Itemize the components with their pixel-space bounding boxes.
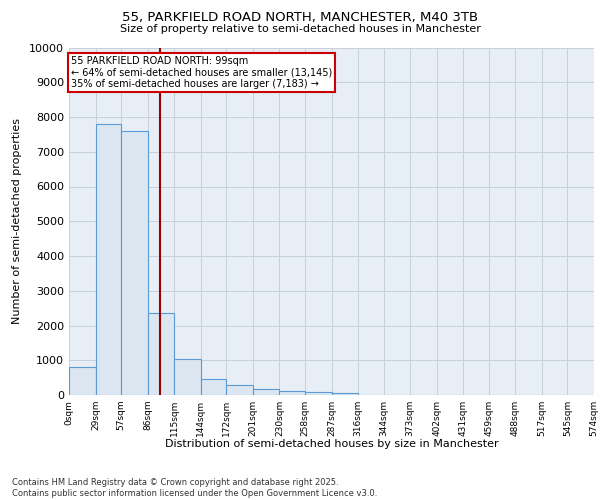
Text: 55, PARKFIELD ROAD NORTH, MANCHESTER, M40 3TB: 55, PARKFIELD ROAD NORTH, MANCHESTER, M4…	[122, 11, 478, 24]
Bar	[69, 367, 95, 395]
Bar	[305, 392, 331, 395]
Bar	[121, 131, 148, 395]
Bar	[331, 394, 358, 395]
Text: 55 PARKFIELD ROAD NORTH: 99sqm
← 64% of semi-detached houses are smaller (13,145: 55 PARKFIELD ROAD NORTH: 99sqm ← 64% of …	[71, 56, 332, 90]
Bar	[201, 380, 226, 395]
Y-axis label: Number of semi-detached properties: Number of semi-detached properties	[12, 118, 22, 324]
Bar	[253, 389, 280, 395]
Bar	[95, 124, 121, 395]
Bar	[280, 391, 305, 395]
Bar	[174, 358, 201, 395]
Bar	[148, 314, 174, 395]
Text: Size of property relative to semi-detached houses in Manchester: Size of property relative to semi-detach…	[119, 24, 481, 34]
Bar	[226, 386, 253, 395]
Text: Contains HM Land Registry data © Crown copyright and database right 2025.
Contai: Contains HM Land Registry data © Crown c…	[12, 478, 377, 498]
X-axis label: Distribution of semi-detached houses by size in Manchester: Distribution of semi-detached houses by …	[164, 439, 499, 449]
